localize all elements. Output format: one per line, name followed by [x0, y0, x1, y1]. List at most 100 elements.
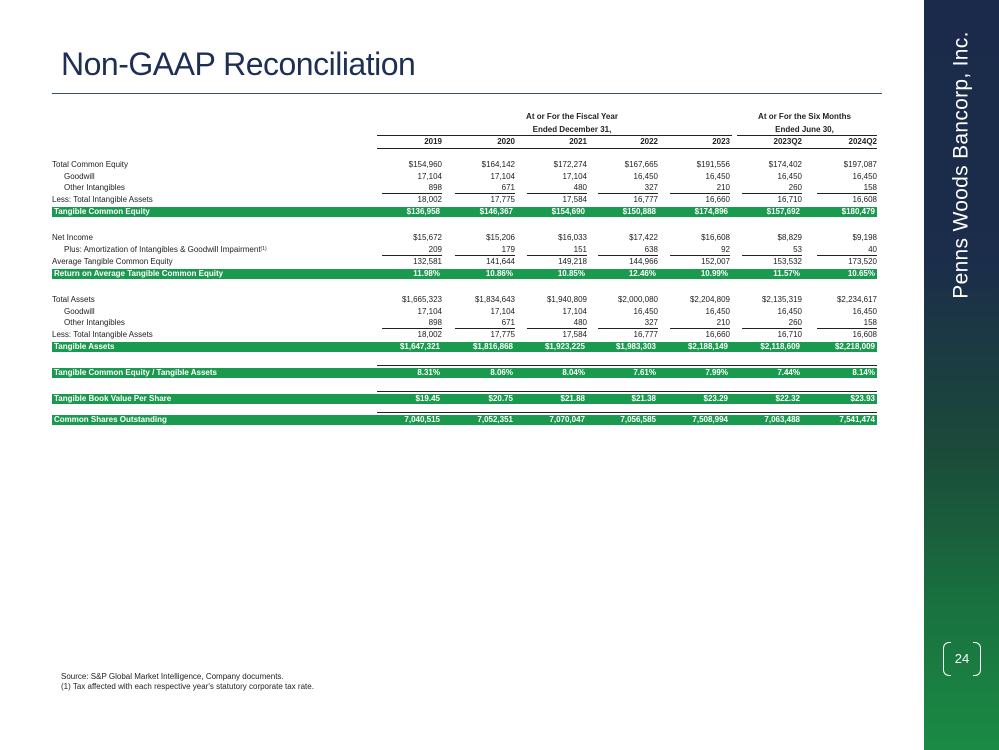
sixmonth-group-header-line2: Ended June 30,: [775, 125, 834, 134]
table-cell: 480: [573, 183, 587, 192]
table-cell: 16,660: [705, 195, 730, 204]
row-label-text: Common Shares Outstanding: [54, 415, 167, 424]
table-cell: 260: [788, 318, 802, 327]
table-cell: 16,608: [852, 330, 877, 339]
table-cell: $191,556: [696, 160, 730, 169]
page-number: 24: [943, 642, 981, 676]
table-cell: 149,218: [558, 257, 587, 266]
subtotal-rule: [455, 328, 515, 329]
table-cell: 7,052,351: [477, 415, 513, 424]
row-label: Common Shares Outstanding: [54, 415, 167, 425]
subtotal-rule: [382, 328, 442, 329]
right-bracket: [973, 642, 981, 676]
table-cell: 671: [501, 318, 515, 327]
table-cell: 16,710: [777, 195, 802, 204]
table-cell: 92: [721, 245, 730, 254]
table-cell: $172,274: [553, 160, 587, 169]
table-cell: 12.46%: [628, 269, 656, 278]
table-cell: 10.85%: [557, 269, 585, 278]
table-cell: 7,056,585: [620, 415, 656, 424]
table-row: Goodwill 17,104 17,104 17,104 16,450 16,450 16…: [52, 172, 877, 182]
page-number-text: 24: [954, 651, 970, 666]
table-cell: 10.99%: [700, 269, 728, 278]
table-cell: $1,940,809: [546, 295, 587, 304]
table-cell: $1,816,868: [472, 342, 513, 351]
row-label-text: Less: Total Intangible Assets: [52, 195, 153, 204]
table-cell: $17,422: [629, 233, 658, 242]
table-row: Other Intangibles 898 671 480 327 210 260 158: [52, 318, 877, 328]
table-cell: 17,104: [417, 172, 442, 181]
sixmonth-group-header-line1: At or For the Six Months: [758, 112, 851, 121]
table-cell: 10.65%: [847, 269, 875, 278]
table-cell: 209: [428, 245, 442, 254]
table-cell: 17,104: [490, 307, 515, 316]
table-cell: $167,665: [624, 160, 658, 169]
table-row: Average Tangible Common Equity 132,581 141…: [52, 257, 877, 267]
table-row: Less: Total Intangible Assets 18,002 17,77…: [52, 195, 877, 205]
table-cell: $2,118,609: [760, 342, 800, 351]
row-label: Average Tangible Common Equity: [52, 257, 173, 267]
column-header: 2020: [497, 137, 515, 146]
row-label: Goodwill: [64, 307, 95, 317]
column-header: 2022: [640, 137, 658, 146]
row-label-text: Goodwill: [64, 307, 95, 316]
table-cell: $157,692: [766, 207, 800, 216]
table-cell: 16,450: [852, 307, 877, 316]
section-rule: [377, 412, 877, 413]
brand-text: Penns Woods Bancorp, Inc.: [949, 31, 973, 299]
table-cell: 11.98%: [413, 269, 440, 278]
section-rule: [377, 391, 877, 392]
section-rule: [377, 365, 877, 366]
row-label-text: Tangible Common Equity / Tangible Assets: [54, 368, 217, 377]
table-cell: $180,479: [841, 207, 875, 216]
table-cell: 16,450: [633, 307, 658, 316]
table-cell: 132,581: [413, 257, 442, 266]
table-cell: 327: [644, 318, 658, 327]
fiscal-group-rule: [377, 135, 732, 136]
table-cell: 173,520: [848, 257, 877, 266]
fiscal-group-header-line2: Ended December 31,: [532, 125, 612, 134]
row-label: Return on Average Tangible Common Equity: [54, 269, 223, 279]
row-label-text: Plus: Amortization of Intangibles & Good…: [64, 245, 261, 254]
subtotal-rule: [817, 193, 877, 194]
table-cell: 16,450: [705, 172, 730, 181]
table-cell: 17,775: [490, 195, 515, 204]
subtotal-rule: [817, 255, 877, 256]
table-cell: $136,958: [406, 207, 440, 216]
table-cell: 7,541,474: [839, 415, 875, 424]
row-label: Tangible Book Value Per Share: [54, 394, 171, 404]
row-label: Goodwill: [64, 172, 95, 182]
subtotal-rule: [598, 255, 658, 256]
table-cell: $21.88: [560, 394, 585, 403]
table-cell: 18,002: [417, 195, 442, 204]
table-cell: 898: [428, 183, 442, 192]
company-brand: Penns Woods Bancorp, Inc.: [924, 0, 999, 330]
table-row: Less: Total Intangible Assets 18,002 17,77…: [52, 330, 877, 340]
row-label-text: Net Income: [52, 233, 93, 242]
sixmonth-group-rule: [737, 135, 877, 136]
table-cell: 16,608: [852, 195, 877, 204]
table-cell: 7.44%: [777, 368, 800, 377]
table-cell: $8,829: [777, 233, 802, 242]
table-cell: 11.57%: [773, 269, 800, 278]
table-cell: $2,000,080: [617, 295, 658, 304]
table-cell: $15,206: [486, 233, 515, 242]
row-label-text: Average Tangible Common Equity: [52, 257, 173, 266]
table-cell: 7,063,488: [764, 415, 800, 424]
table-cell: 141,644: [486, 257, 515, 266]
table-cell: $164,142: [481, 160, 515, 169]
row-label-text: Tangible Common Equity: [54, 207, 150, 216]
table-row: Tangible Assets $1,647,321 $1,816,868 $1,92…: [52, 342, 877, 352]
table-cell: $154,960: [408, 160, 442, 169]
column-header: 2021: [569, 137, 587, 146]
table-row: Goodwill 17,104 17,104 17,104 16,450 16,450 16…: [52, 307, 877, 317]
subtotal-rule: [817, 328, 877, 329]
table-cell: 16,660: [705, 330, 730, 339]
table-cell: 8.04%: [562, 368, 585, 377]
subtotal-rule: [742, 255, 802, 256]
table-cell: 17,104: [417, 307, 442, 316]
subtotal-rule: [382, 255, 442, 256]
row-label-text: Tangible Assets: [54, 342, 115, 351]
table-cell: 7,508,994: [692, 415, 728, 424]
table-cell: 7,040,515: [404, 415, 440, 424]
